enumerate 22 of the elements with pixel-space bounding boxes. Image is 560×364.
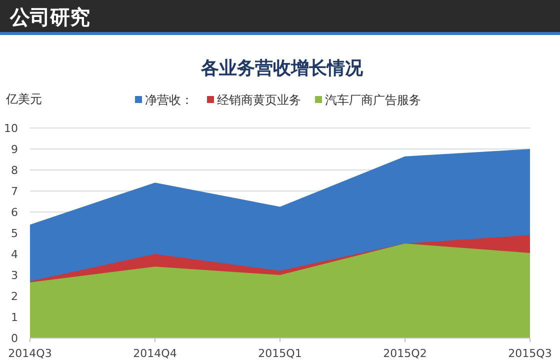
y-tick-label: 3 [11,269,18,282]
chart-title: 各业务营收增长情况 [200,58,364,79]
y-tick-label: 6 [11,206,18,219]
y-tick-label: 4 [11,248,18,261]
text: 公司研究 [9,5,90,29]
y-tick-label: 2 [11,290,18,303]
x-tick-label: 2015Q1 [258,347,302,360]
legend-label: 经销商黄页业务 [217,93,301,107]
x-tick-label: 2014Q3 [8,347,52,360]
y-tick-label: 7 [11,185,18,198]
legend-label: 汽车厂商广告服务 [325,93,421,107]
y-tick-label: 9 [11,143,18,156]
legend-label: 净营收： [145,93,193,107]
x-tick-label: 2015Q3 [508,347,552,360]
y-tick-label: 10 [4,122,18,135]
y-tick-label: 5 [11,227,18,240]
y-tick-label: 8 [11,164,18,177]
y-tick-label: 0 [11,332,18,345]
y-tick-label: 1 [11,311,18,324]
y-axis-title: 亿美元 [5,92,42,106]
x-tick-label: 2014Q4 [133,347,177,360]
x-tick-label: 2015Q2 [383,347,427,360]
